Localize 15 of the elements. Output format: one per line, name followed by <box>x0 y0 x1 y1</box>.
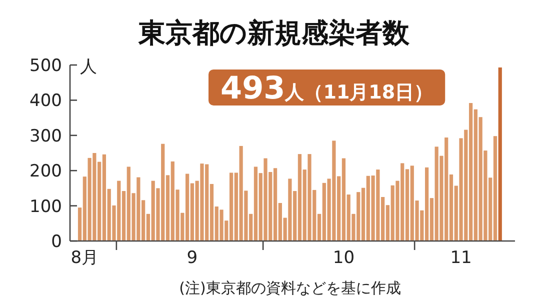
x-tick-label: 10 <box>332 248 355 268</box>
x-tick-label: 11 <box>450 248 472 268</box>
y-tick-label: 500 <box>30 56 62 76</box>
x-tick-label: 9 <box>186 248 198 268</box>
x-tick-label: 8月 <box>70 248 99 268</box>
y-tick-label: 0 <box>51 232 62 252</box>
y-tick-label: 400 <box>30 91 62 112</box>
text: (注)東京都の資料などを基に作成 <box>179 279 401 297</box>
y-axis-title: 人 <box>80 57 97 77</box>
bar <box>498 67 502 241</box>
y-tick-label: 300 <box>30 126 62 146</box>
annotation: 493人（11月18日） <box>220 70 434 106</box>
y-tick-label: 100 <box>30 196 62 217</box>
y-tick-label: 200 <box>30 162 62 182</box>
chart-title: 東京都の新規感染者数 <box>138 18 410 49</box>
